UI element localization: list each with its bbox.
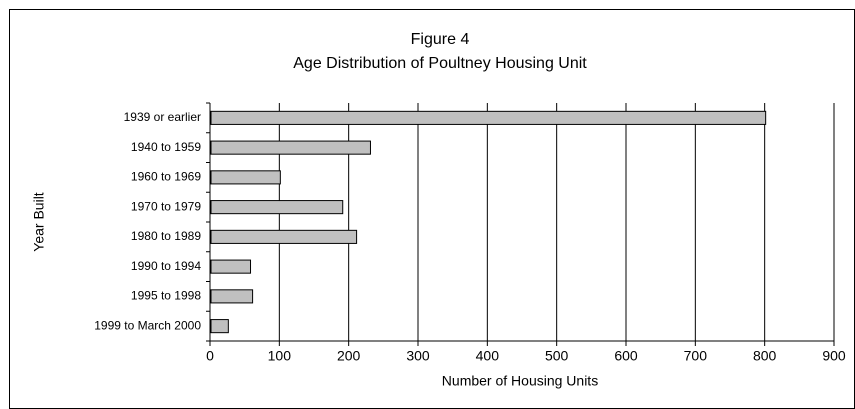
y-tick-label: 1960 to 1969 <box>131 170 201 184</box>
x-tick-label: 600 <box>614 348 638 364</box>
x-tick-label: 700 <box>684 348 708 364</box>
bar <box>210 110 767 125</box>
bar <box>210 170 281 185</box>
x-tick-label: 800 <box>753 348 777 364</box>
y-tick-label: 1990 to 1994 <box>131 259 201 273</box>
y-tick-label: 1970 to 1979 <box>131 199 201 213</box>
bar <box>210 200 344 215</box>
y-tick-label: 1940 to 1959 <box>131 140 201 154</box>
chart-subtitle: Age Distribution of Poultney Housing Uni… <box>293 55 587 72</box>
chart-title: Figure 4 <box>411 31 470 48</box>
x-tick-label: 200 <box>337 348 361 364</box>
y-tick-label: 1980 to 1989 <box>131 229 201 243</box>
x-axis-label: Number of Housing Units <box>442 373 598 389</box>
bar <box>210 289 254 304</box>
y-tick-label: 1995 to 1998 <box>131 289 201 303</box>
x-tick-label: 300 <box>406 348 430 364</box>
x-tick-label: 400 <box>476 348 500 364</box>
chart-frame <box>9 9 855 409</box>
y-tick-label: 1939 or earlier <box>124 110 201 124</box>
x-tick-label: 500 <box>545 348 569 364</box>
y-tick-label: 1999 to March 2000 <box>94 318 201 332</box>
x-tick-label: 0 <box>206 348 214 364</box>
x-tick-label: 100 <box>268 348 292 364</box>
bar <box>210 140 371 155</box>
bar <box>210 319 229 334</box>
x-tick-label: 900 <box>822 348 846 364</box>
bar <box>210 259 252 274</box>
y-axis-label: Year Built <box>31 192 47 252</box>
bar <box>210 229 358 244</box>
